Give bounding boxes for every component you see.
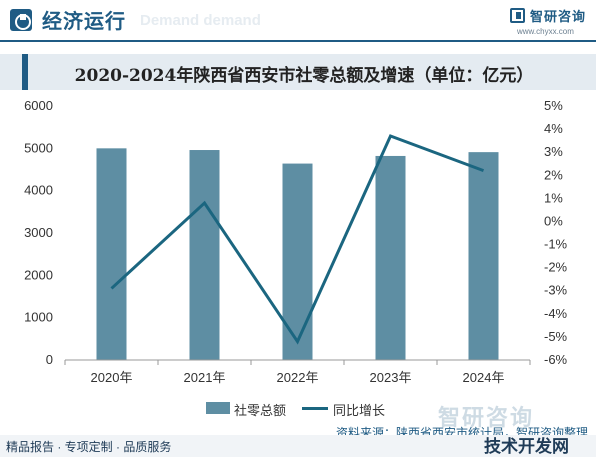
header-divider <box>0 40 596 42</box>
y-left-tick-label: 6000 <box>24 98 53 113</box>
y-right-tick-label: -4% <box>544 306 568 321</box>
brand-logo-icon <box>510 8 525 23</box>
y-left-tick-label: 3000 <box>24 225 53 240</box>
legend-bar-label: 社零总额 <box>234 403 287 418</box>
chart-legend: 社零总额 同比增长 <box>0 398 596 418</box>
y-right-tick-label: -5% <box>544 329 568 344</box>
y-right-tick-label: -6% <box>544 352 568 367</box>
y-left-tick-label: 4000 <box>24 183 53 198</box>
y-right-tick-label: 5% <box>544 98 563 113</box>
y-right-tick-label: 3% <box>544 144 563 159</box>
bar-1 <box>189 150 220 360</box>
y-right-tick-label: -1% <box>544 237 568 252</box>
bar-0 <box>96 148 127 360</box>
y-left-tick-label: 2000 <box>24 267 53 282</box>
y-left-tick-label: 5000 <box>24 140 53 155</box>
legend-line-swatch <box>302 407 328 410</box>
chart-title: 2020-2024年陕西省西安市社零总额及增速（单位：亿元） <box>74 66 534 86</box>
y-right-tick-label: 0% <box>544 213 563 228</box>
section-icon <box>10 9 32 31</box>
footer-tagline: 精品报告 · 专项定制 · 品质服务 <box>6 440 172 454</box>
y-left-tick-label: 1000 <box>24 310 53 325</box>
chart-title-band <box>0 54 596 90</box>
x-tick-label: 2024年 <box>463 370 505 385</box>
growth-line <box>110 134 485 345</box>
x-tick-label: 2022年 <box>277 370 319 385</box>
y-right-tick-label: 2% <box>544 167 563 182</box>
x-tick-label: 2021年 <box>184 370 226 385</box>
top-bar: Demand demand 经济运行 智研咨询 www.chyxx.com <box>0 0 596 42</box>
section-subtitle: Demand demand <box>140 12 261 29</box>
legend-line-label: 同比增长 <box>333 403 386 418</box>
bar-3 <box>375 155 406 360</box>
x-tick-label: 2023年 <box>370 370 412 385</box>
y-right-tick-label: 1% <box>544 190 563 205</box>
bar-4 <box>468 152 499 360</box>
title-accent <box>22 54 28 90</box>
brand-url: www.chyxx.com <box>517 27 574 36</box>
bar-2 <box>282 163 313 360</box>
section-title: 经济运行 <box>42 9 126 33</box>
brand-name: 智研咨询 <box>530 9 587 24</box>
y-right-tick-label: 4% <box>544 121 563 136</box>
y-right-tick-label: -2% <box>544 260 568 275</box>
corner-watermark: 技术开发网 <box>484 437 569 456</box>
chart-area: 0 1000 2000 3000 4000 5000 6000 -6% -5% -4% -3% -2%… <box>24 98 568 385</box>
watermark-text: 智研咨询 <box>438 405 535 430</box>
x-tick-label: 2020年 <box>91 370 133 385</box>
footer-bar: 精品报告 · 专项定制 · 品质服务 <box>0 435 596 457</box>
y-left-tick-label: 0 <box>46 352 53 367</box>
legend-bar-swatch <box>206 402 230 414</box>
y-right-tick-label: -3% <box>544 283 568 298</box>
